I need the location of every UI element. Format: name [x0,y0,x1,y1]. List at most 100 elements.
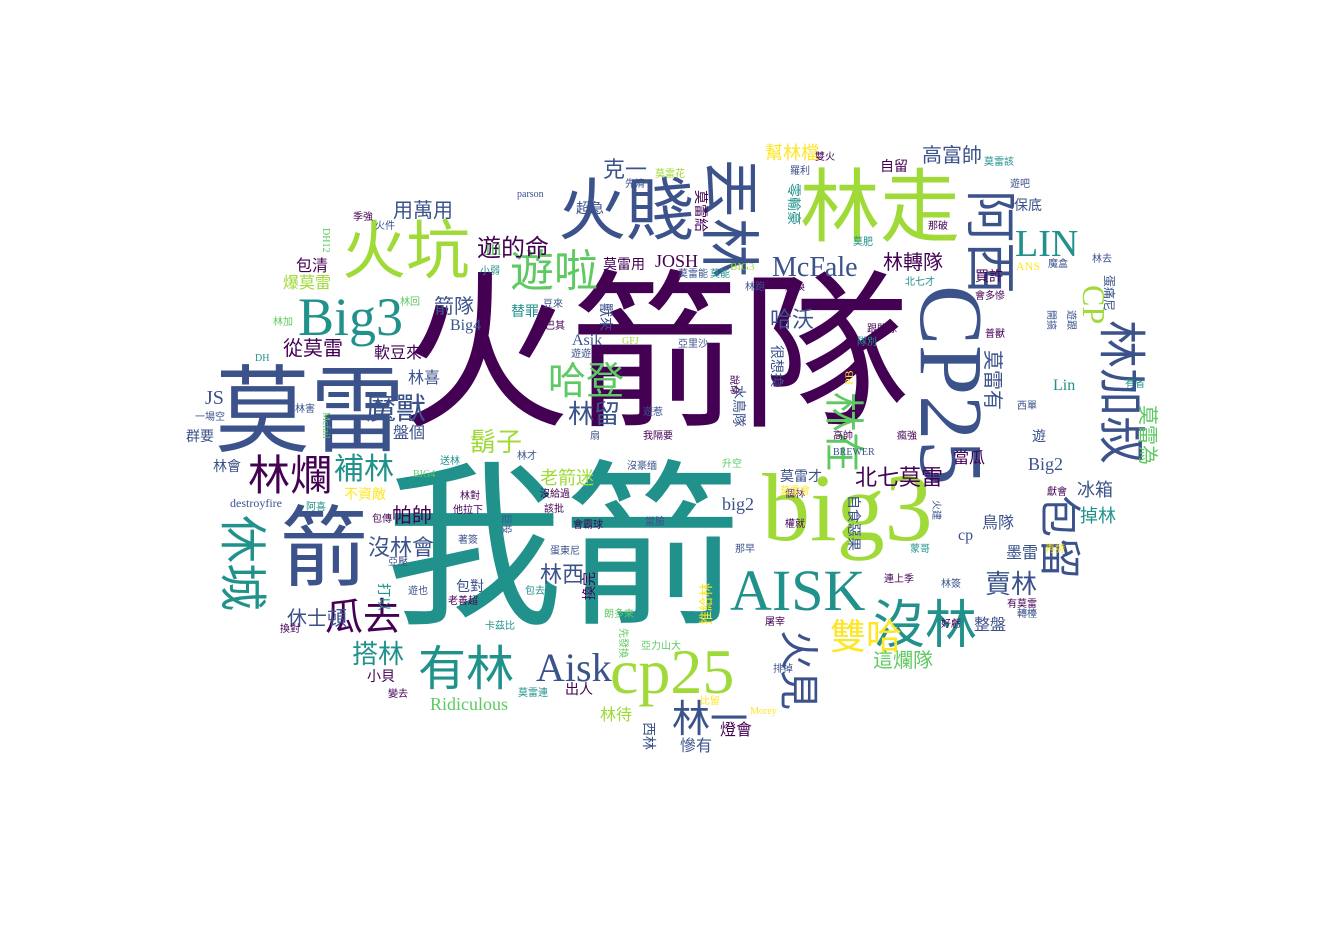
word: 普獸 [985,329,1005,340]
word: 巨投 [500,514,511,534]
word: cp [958,527,974,544]
word: 遊啦 [510,246,598,297]
word: DH12 [320,228,331,253]
word: 莫雷為 [1136,405,1160,465]
word: 冰箱 [1077,480,1113,501]
word: 鬍子 [470,428,523,458]
word: 林留 [568,400,621,430]
word: 包清 [296,256,329,275]
word: 比留 [700,696,720,707]
word: 盤個 [393,423,426,442]
word: 隊別 [857,337,877,348]
word: 沒林 [873,596,978,656]
word: 林回 [400,297,420,308]
word: 林轉隊 [883,250,943,274]
word: 小弱 [480,266,500,277]
word: 莫雷用 [603,257,645,273]
word: 莫雷才 [780,469,822,485]
word: 當臉 [645,517,665,528]
word: 換完 [582,572,598,600]
word: 高富帥 [922,143,982,167]
word: 替罪 [511,304,539,320]
word: 莫雷有 [981,350,1005,410]
word: 莫雷花 [655,169,685,180]
word: 他拉下 [453,505,483,516]
word: 包留 [1035,495,1084,580]
word: 包對 [456,579,484,595]
word: 西林 [640,722,656,750]
word: 莫雷能 [678,269,708,280]
word: 開搞 [1045,310,1056,330]
word: 群要 [186,429,214,445]
word: 羅利 [790,166,810,177]
word: 遊也 [408,586,428,597]
word: JS [205,387,224,409]
word: 先清 [625,179,645,190]
word: 扇 [590,431,600,442]
word: 出人 [565,682,593,698]
word: 林去 [1092,254,1112,265]
word: JH [484,242,502,259]
word: 阿喜 [306,502,326,513]
word: 亞壓 [388,557,408,568]
word: Aisk [536,645,612,690]
word: 遊跟 [1065,310,1076,330]
word: 變去 [388,689,408,700]
word: McFale [772,252,858,283]
word: 火箭隊 [400,256,911,454]
word: 莫雷給 [692,190,708,232]
word: BIG3 [730,261,755,273]
word: 遊的命 [477,234,549,262]
word: 我隔要 [643,431,673,442]
word: destroyfire [230,496,282,510]
word: Mcfail [320,412,331,439]
word: 升空 [722,459,742,470]
word: BREWER [833,447,875,458]
word: 休士頓 [287,606,347,630]
word: 帕帥 [392,503,432,527]
word: 幫林檔 [765,143,819,164]
word: cp25 [610,636,735,707]
word: 林會 [213,459,241,475]
word: 魔獸 [366,392,426,427]
word: 自留 [880,159,908,175]
word: 遊吧 [1010,179,1030,190]
word: 這爛隊 [873,648,933,672]
word: 有林 [418,641,515,697]
word: 再詩 [1045,544,1065,555]
word: Big3 [298,287,404,347]
word: 林簽 [941,579,961,590]
word: BIG4 [413,469,436,480]
word: 有莫雷 [1007,599,1037,610]
word: 會多慘 [975,291,1005,302]
word: 轉檯 [1017,609,1037,620]
word: 好虧 [941,619,961,630]
word: 老箭迷 [540,468,594,489]
word: 著簽 [458,535,478,546]
word: 莫肥 [853,237,873,248]
word: 保底 [1014,198,1042,214]
word: 打以 [375,583,391,611]
word: 高帥 [833,431,853,442]
word: 瓜去 [325,595,402,639]
word: 沒給過 [540,489,570,500]
word: 超急 [576,201,604,217]
word: 卡茲比 [485,621,515,632]
word: big2 [722,494,755,514]
word: 蒙哥 [910,544,930,555]
word: 遊惹 [643,407,663,418]
word: 爆莫雷 [283,273,332,292]
word: 遊 [1032,429,1046,445]
word: 林害 [295,404,315,415]
word: PB [842,370,856,385]
word: 箭 [280,497,369,600]
word: 巴其 [545,321,565,332]
word: big3 [762,454,933,561]
word: 賣林 [985,570,1038,600]
word: 慘有 [680,736,713,755]
word: 朗多來 [604,609,634,620]
word: Lin [1053,377,1076,394]
word: 權就 [785,519,805,530]
word: 不資敵 [344,487,386,503]
word: 莫雷該 [984,157,1014,168]
